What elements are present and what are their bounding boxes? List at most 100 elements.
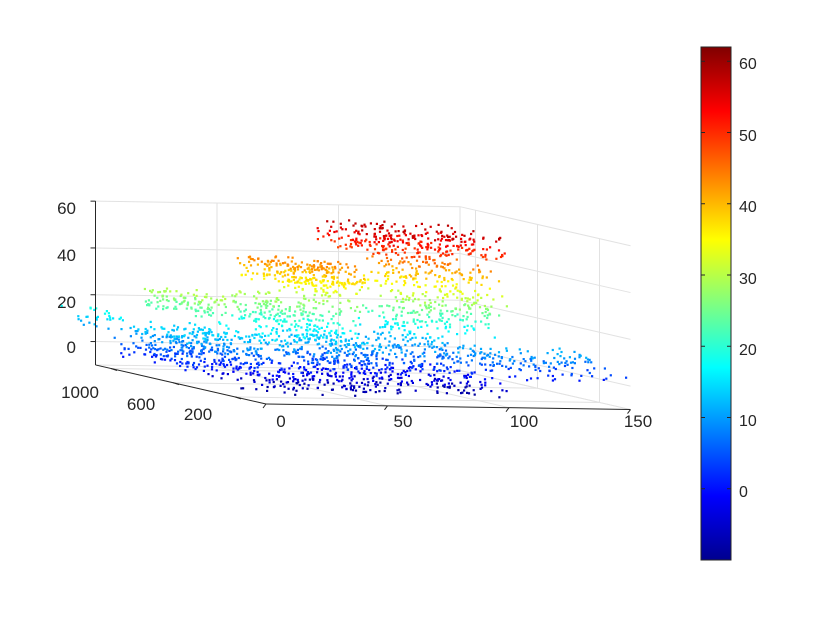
scatter-point <box>264 292 267 295</box>
scatter-point <box>207 307 210 311</box>
scatter-point <box>155 307 158 310</box>
scatter-point <box>320 265 323 268</box>
scatter-point <box>363 383 366 386</box>
scatter-point <box>199 359 202 362</box>
scatter-point <box>233 334 236 338</box>
scatter-point <box>315 278 318 281</box>
scatter-point <box>336 276 339 279</box>
scatter-point <box>441 357 444 360</box>
scatter-point <box>380 259 383 262</box>
scatter-point <box>365 233 368 236</box>
scatter-point <box>295 389 298 392</box>
scatter-point <box>366 347 369 350</box>
scatter-point <box>467 392 471 395</box>
scatter-point <box>146 329 149 332</box>
scatter-point <box>333 339 336 342</box>
scatter-point <box>181 301 184 304</box>
scatter-point <box>387 232 391 235</box>
scatter-point <box>441 348 444 351</box>
scatter-point <box>147 303 150 306</box>
scatter-point <box>206 308 209 311</box>
scatter-point <box>322 367 325 370</box>
y-tick <box>234 396 242 400</box>
scatter-point <box>451 272 454 275</box>
scatter-point <box>431 383 434 386</box>
scatter-point <box>260 347 263 350</box>
scatter-point <box>242 363 245 366</box>
scatter-point <box>352 320 355 323</box>
scatter-point <box>464 332 467 335</box>
scatter-point <box>385 263 388 266</box>
scatter-point <box>551 348 554 352</box>
scatter-point <box>421 368 424 371</box>
scatter-point <box>201 328 204 332</box>
scatter-point <box>299 347 302 350</box>
scatter-point <box>253 259 256 262</box>
scatter-point <box>368 240 371 244</box>
scatter-point <box>348 300 351 303</box>
scatter-point <box>421 246 424 249</box>
scatter-point <box>253 369 256 373</box>
scatter-point <box>355 237 358 240</box>
scatter-point <box>347 278 350 281</box>
scatter-point <box>578 356 581 359</box>
scatter-point <box>426 383 430 386</box>
scatter-point <box>413 343 417 346</box>
scatter-point <box>283 320 287 323</box>
scatter-point <box>381 246 385 249</box>
scatter-point <box>410 275 413 278</box>
scatter-point <box>281 312 284 315</box>
scatter-point <box>379 294 382 297</box>
scatter-point <box>518 348 521 351</box>
scatter-point <box>479 380 482 384</box>
scatter-point <box>488 287 491 290</box>
scatter-point <box>268 372 271 375</box>
scatter-point <box>173 307 176 310</box>
scatter-point <box>364 355 367 358</box>
scatter-point <box>536 377 539 380</box>
scatter-point <box>321 314 324 317</box>
scatter-point <box>360 367 363 370</box>
scatter-point <box>252 354 255 357</box>
scatter-point <box>222 364 226 367</box>
scatter-point <box>444 327 447 330</box>
scatter-point <box>170 335 174 338</box>
scatter-point <box>403 329 406 332</box>
scatter-point <box>439 353 442 356</box>
scatter-point <box>263 262 267 266</box>
scatter-point <box>331 355 334 358</box>
scatter-point <box>347 350 350 353</box>
scatter-point <box>426 340 430 343</box>
scatter-point <box>308 268 311 271</box>
scatter-point <box>350 384 353 387</box>
scatter-point <box>313 324 316 327</box>
scatter-point <box>446 250 449 253</box>
scatter-point <box>315 284 318 287</box>
scatter-point <box>438 369 441 372</box>
scatter-point <box>435 346 438 349</box>
scatter-point <box>322 284 325 287</box>
scatter-point <box>381 326 384 329</box>
scatter-point <box>467 380 470 383</box>
scatter-point <box>369 222 372 225</box>
scatter-point <box>298 355 301 358</box>
scatter-point <box>214 338 217 341</box>
scatter-point <box>418 285 421 289</box>
scatter-point <box>375 353 378 356</box>
scatter-point <box>281 280 284 283</box>
scatter-point <box>438 243 441 246</box>
scatter-point <box>322 279 325 282</box>
scatter-point <box>412 277 415 280</box>
scatter-point <box>245 266 248 269</box>
scatter-point <box>498 237 501 240</box>
scatter-point <box>413 284 416 287</box>
scatter-point <box>357 370 360 373</box>
scatter-point <box>390 378 393 381</box>
scatter-point <box>449 262 452 265</box>
scatter-point <box>377 241 380 244</box>
scatter-point <box>335 230 338 233</box>
scatter-point <box>179 364 182 368</box>
scatter-point <box>163 290 166 293</box>
scatter-point <box>410 256 413 259</box>
scatter-point <box>353 359 356 362</box>
